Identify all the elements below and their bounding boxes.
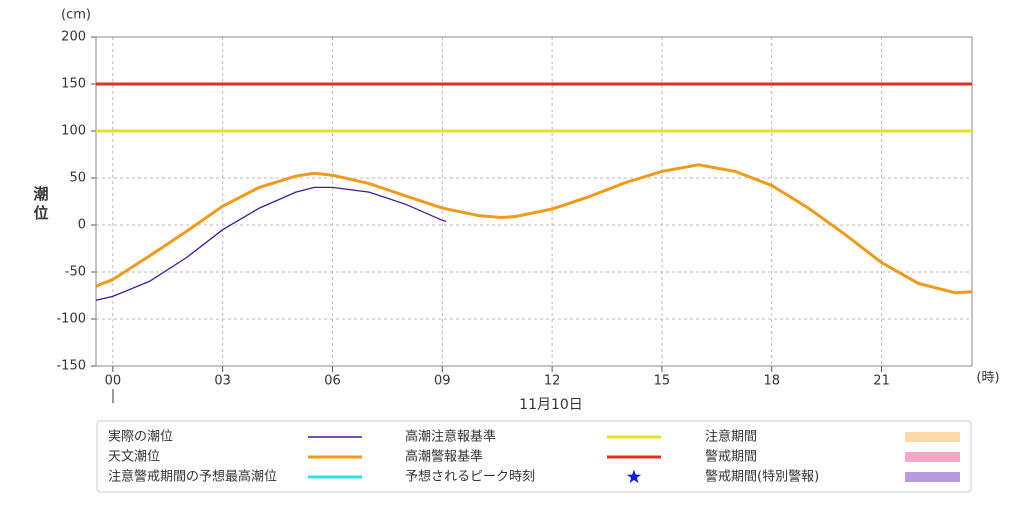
y-tick-label: 100 bbox=[61, 124, 86, 139]
y-unit: (cm) bbox=[61, 8, 91, 23]
legend-label: 警戒期間 bbox=[705, 449, 757, 465]
plot-border bbox=[95, 36, 973, 367]
series-line bbox=[95, 163, 973, 295]
legend-label: 予想されるピーク時刻 bbox=[405, 469, 535, 485]
x-unit: (時) bbox=[976, 371, 999, 386]
x-tick-label: 21 bbox=[873, 374, 890, 389]
x-tick-label: 09 bbox=[434, 374, 451, 389]
x-tick-label: 06 bbox=[324, 374, 341, 389]
legend-label: 高潮注意報基準 bbox=[405, 429, 496, 445]
y-tick-label: -50 bbox=[65, 265, 86, 280]
legend-swatch bbox=[905, 452, 960, 462]
x-tick-label: 18 bbox=[763, 374, 780, 389]
legend-label: 警戒期間(特別警報) bbox=[705, 469, 819, 485]
legend-label: 天文潮位 bbox=[108, 450, 160, 465]
legend-label: 実際の潮位 bbox=[108, 429, 173, 445]
legend-box bbox=[96, 420, 972, 493]
legend-swatch bbox=[905, 432, 960, 442]
x-tick-label: 00 bbox=[105, 374, 122, 389]
legend-label: 注意期間 bbox=[705, 429, 757, 445]
legend-swatch bbox=[905, 472, 960, 482]
y-tick-label: 0 bbox=[78, 218, 86, 233]
x-tick-label: 03 bbox=[214, 374, 231, 389]
legend-label: 高潮警報基準 bbox=[405, 449, 483, 465]
y-tick-label: 200 bbox=[61, 30, 86, 45]
date-label: 11月10日 bbox=[519, 397, 583, 413]
y-tick-label: 150 bbox=[61, 77, 86, 92]
y-tick-label: -150 bbox=[56, 359, 86, 374]
x-tick-label: 15 bbox=[654, 374, 671, 389]
y-tick-label: -100 bbox=[56, 312, 86, 327]
y-label: 潮位 bbox=[32, 185, 50, 224]
x-tick-label: 12 bbox=[544, 374, 561, 389]
series-line bbox=[95, 186, 447, 301]
legend-swatch bbox=[626, 469, 642, 484]
legend-label: 注意警戒期間の予想最高潮位 bbox=[108, 469, 277, 485]
y-tick-label: 50 bbox=[69, 171, 86, 186]
